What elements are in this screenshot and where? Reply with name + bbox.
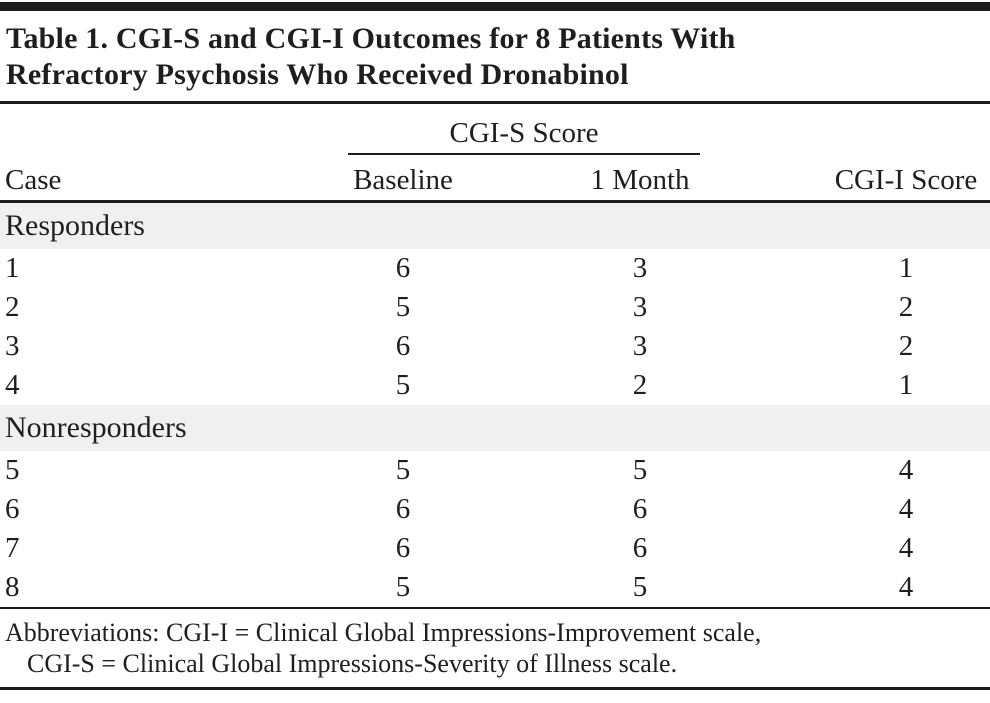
cell-baseline: 6 (395, 252, 411, 284)
cell-1month: 3 (632, 330, 648, 362)
cell-case: 4 (5, 369, 20, 401)
cell-cgi-i: 1 (898, 369, 914, 401)
table-row: 8 5 5 4 (0, 568, 990, 607)
footnote-line1: Abbreviations: CGI-I = Clinical Global I… (5, 618, 762, 647)
section-label-responders: Responders (0, 201, 990, 249)
cell-1month: 5 (632, 571, 648, 603)
section-row-responders: Responders (0, 201, 990, 249)
section-label-nonresponders: Nonresponders (0, 405, 990, 451)
table-body: Responders 1 6 3 1 2 5 3 2 3 6 3 2 4 (0, 201, 990, 608)
bottom-divider-rule (0, 687, 990, 690)
table-row: 6 6 6 4 (0, 490, 990, 529)
section-row-nonresponders: Nonresponders (0, 405, 990, 451)
cgis-spanner-cell: CGI-S Score (348, 104, 822, 155)
outcomes-table: CGI-S Score Case Baseline 1 Month CGI-I … (0, 104, 990, 607)
cell-baseline: 5 (395, 454, 411, 486)
cell-1month: 2 (632, 369, 648, 401)
cell-baseline: 6 (395, 532, 411, 564)
spanner-spacer-left (0, 104, 348, 155)
cell-1month: 6 (632, 493, 648, 525)
cell-cgi-i: 4 (898, 571, 914, 603)
table-footnote: Abbreviations: CGI-I = Clinical Global I… (0, 607, 990, 687)
cell-case: 8 (5, 571, 20, 603)
table-header: CGI-S Score Case Baseline 1 Month CGI-I … (0, 104, 990, 203)
cell-case: 1 (5, 252, 20, 284)
cell-baseline: 5 (395, 571, 411, 603)
cgis-spanner-label: CGI-S Score (348, 116, 700, 155)
column-header-case: Case (0, 155, 348, 203)
cell-baseline: 6 (395, 330, 411, 362)
cell-case: 6 (5, 493, 20, 525)
cell-cgi-i: 4 (898, 454, 914, 486)
table-row: 4 5 2 1 (0, 366, 990, 405)
table-title-line2: Refractory Psychosis Who Received Dronab… (6, 58, 629, 91)
cell-1month: 3 (632, 291, 648, 323)
spanner-spacer-right (822, 104, 990, 155)
cell-case: 5 (5, 454, 20, 486)
table-row: 5 5 5 4 (0, 451, 990, 490)
table-row: 7 6 6 4 (0, 529, 990, 568)
cell-cgi-i: 4 (898, 532, 914, 564)
column-header-1month: 1 Month (458, 155, 822, 203)
column-header-cgi-i: CGI-I Score (822, 155, 990, 203)
column-header-row: Case Baseline 1 Month CGI-I Score (0, 155, 990, 203)
cell-cgi-i: 2 (898, 291, 914, 323)
title-divider-rule (0, 101, 990, 104)
cell-1month: 5 (632, 454, 648, 486)
footnote-line2: CGI-S = Clinical Global Impressions-Seve… (27, 649, 678, 678)
table-title-line1: Table 1. CGI-S and CGI-I Outcomes for 8 … (6, 22, 736, 55)
cell-cgi-i: 4 (898, 493, 914, 525)
cell-case: 2 (5, 291, 20, 323)
cell-cgi-i: 1 (898, 252, 914, 284)
table-title: Table 1. CGI-S and CGI-I Outcomes for 8 … (0, 11, 990, 101)
table-row: 3 6 3 2 (0, 327, 990, 366)
table-row: 1 6 3 1 (0, 249, 990, 288)
cell-case: 3 (5, 330, 20, 362)
cell-baseline: 6 (395, 493, 411, 525)
spanner-row: CGI-S Score (0, 104, 990, 155)
column-header-baseline: Baseline (348, 155, 458, 203)
table-row: 2 5 3 2 (0, 288, 990, 327)
cell-baseline: 5 (395, 291, 411, 323)
cell-cgi-i: 2 (898, 330, 914, 362)
top-rule-bar (0, 2, 990, 11)
cell-case: 7 (5, 532, 20, 564)
cell-1month: 6 (632, 532, 648, 564)
cell-baseline: 5 (395, 369, 411, 401)
cell-1month: 3 (632, 252, 648, 284)
